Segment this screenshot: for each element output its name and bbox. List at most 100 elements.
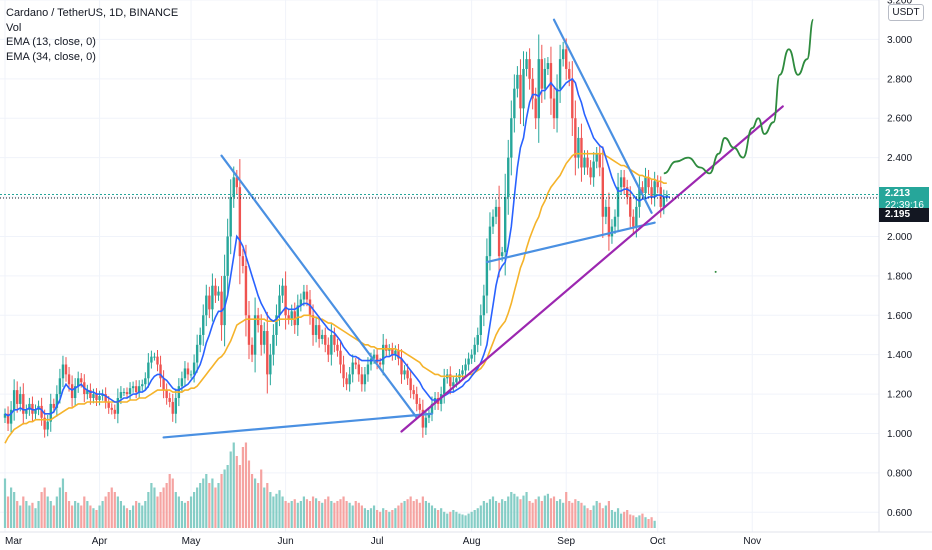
time-tick-label: Mar (5, 536, 23, 547)
candle-body (537, 59, 540, 119)
candle-body (183, 368, 187, 379)
volume-bar (455, 511, 458, 528)
candle-body (220, 291, 223, 326)
volume-bar (458, 513, 461, 528)
drawn-trendlines[interactable] (162, 18, 784, 439)
candle-body (488, 226, 492, 257)
volume-bar (113, 492, 116, 528)
candle-body (427, 413, 431, 418)
price-tick-label: 1.600 (887, 311, 912, 322)
candle-body (351, 362, 354, 375)
candle-body (580, 137, 583, 168)
candle-body (28, 403, 31, 410)
price-tick-label: 0.800 (887, 468, 912, 479)
candle-body (134, 386, 138, 393)
volume-bar (247, 460, 251, 528)
rising-support-line[interactable] (400, 105, 784, 433)
candle-body (186, 368, 190, 375)
descending-line-sep[interactable] (552, 18, 653, 214)
volume-bar (107, 492, 110, 528)
volume-bar (354, 501, 357, 528)
candles (3, 34, 669, 438)
candle-body (241, 256, 245, 266)
candle-body (336, 344, 339, 351)
price-axis[interactable]: 0.600 0.800 1.000 1.200 1.400 1.600 1.800 2.000… (887, 0, 912, 519)
volume-bar (305, 499, 309, 528)
volume-bar (391, 510, 394, 528)
volume-bar (623, 511, 626, 528)
candle-body (22, 394, 25, 414)
volume-bar (449, 511, 452, 528)
candle-body (302, 291, 306, 300)
volume-bar (110, 487, 113, 528)
volume-bar (43, 487, 46, 528)
support-line-mar-jul[interactable] (162, 412, 434, 439)
volume-legend[interactable]: Vol (6, 21, 22, 34)
volume-bar (101, 501, 104, 528)
volume-bar (424, 501, 427, 528)
candle-body (64, 364, 68, 375)
volume-bar (46, 496, 49, 528)
candle-body (421, 409, 425, 428)
grid-lines (0, 0, 879, 532)
ema13-legend[interactable]: EMA (13, close, 0) (6, 36, 96, 48)
price-tick-label: 3.000 (887, 35, 912, 46)
candle-body (131, 386, 135, 389)
volume-bar (19, 505, 22, 528)
volume-bar (61, 478, 65, 528)
volume-bar (382, 508, 385, 528)
volume-bar (446, 513, 449, 528)
candle-body (296, 305, 299, 326)
candle-body (119, 392, 123, 399)
symbol-title[interactable]: Cardano / TetherUS, 1D, BINANCE (6, 7, 179, 19)
volume-bar (363, 508, 366, 528)
volume-bar (208, 483, 211, 528)
candle-body (369, 358, 373, 365)
volume-bar (293, 499, 296, 528)
candle-body (107, 401, 110, 408)
candle-body (58, 378, 62, 395)
candle-body (156, 356, 159, 365)
volume-bar (604, 505, 607, 528)
candle-body (388, 348, 391, 351)
candle-body (443, 378, 446, 395)
projection-curve[interactable] (663, 18, 815, 175)
volume-bar (379, 511, 382, 528)
volume-bar (427, 502, 431, 528)
volume-bar (522, 495, 525, 528)
candle-body (528, 59, 531, 79)
volume-bar (525, 492, 528, 528)
volume-bar (235, 456, 238, 528)
volume-bar (159, 492, 162, 528)
candle-body (516, 74, 519, 89)
candle-body (363, 374, 367, 385)
time-axis[interactable]: Mar Apr May Jun Jul Aug Sep Oct Nov (5, 536, 761, 547)
volume-bar (440, 508, 443, 528)
candle-body (540, 59, 543, 89)
candle-body (464, 364, 467, 371)
candle-body (305, 291, 309, 300)
candle-body (260, 325, 263, 345)
ema34-legend[interactable]: EMA (34, close, 0) (6, 50, 96, 63)
candle-body (244, 266, 248, 316)
currency-button[interactable]: USDT (888, 4, 924, 21)
volume-bar (397, 505, 400, 528)
volume-bar (437, 510, 440, 528)
volume-bar (183, 502, 187, 528)
candle-body (394, 350, 397, 355)
volume-bar (348, 502, 351, 528)
candle-body (317, 325, 321, 339)
volume-bar (546, 493, 549, 528)
level-price-tag: 2.195 (879, 208, 929, 223)
volume-bar (479, 505, 482, 528)
descending-line-may[interactable] (220, 154, 418, 419)
support-line-aug-sep[interactable] (485, 221, 656, 264)
volume-bar (186, 501, 190, 528)
candle-body (531, 78, 534, 99)
candle-body (43, 417, 46, 430)
candle-body (92, 394, 95, 399)
volume-bar (516, 496, 519, 528)
candle-body (147, 362, 150, 379)
candle-body (644, 177, 647, 194)
candle-body (122, 392, 126, 394)
